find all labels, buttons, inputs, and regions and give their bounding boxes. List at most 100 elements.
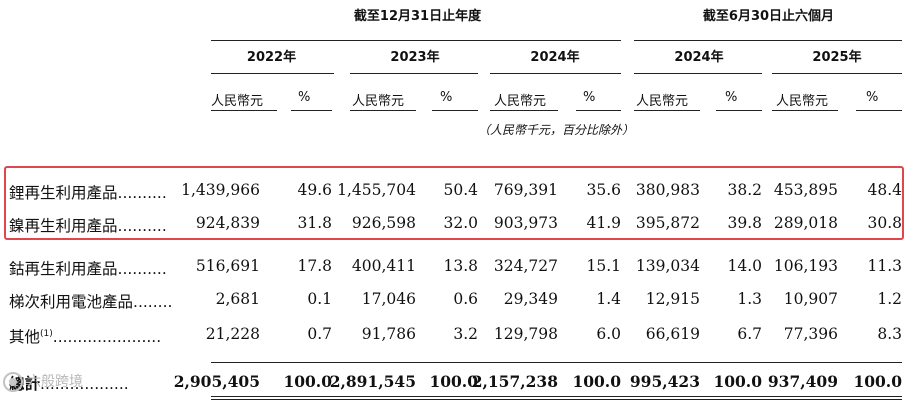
year-rule-2025-h1 <box>772 73 902 74</box>
table-cell: 400,411 <box>351 257 416 275</box>
table-cell: 100.0 <box>283 372 332 391</box>
table-cell: 41.9 <box>586 214 621 232</box>
table-cell: 106,193 <box>773 257 838 275</box>
table-cell: 14.0 <box>727 257 762 275</box>
table-cell: 1.2 <box>877 290 902 308</box>
table-cell: 380,983 <box>635 181 700 199</box>
header-year-2024: 2024年 <box>530 50 580 65</box>
year-rule-2022 <box>211 73 334 74</box>
col-header-pct-2025-h1: % <box>866 90 879 105</box>
col-header-currency-2023: 人民幣元 <box>352 94 405 109</box>
table-cell: 48.4 <box>867 181 902 199</box>
header-rule-annual <box>211 40 621 41</box>
unit-note: （人民幣千元，百分比除外） <box>478 123 635 137</box>
table-cell: 38.2 <box>727 181 762 199</box>
header-group-halfyear: 截至6月30日止六個月 <box>702 9 835 24</box>
table-cell: 2,157,238 <box>471 372 558 391</box>
table-cell: 11.3 <box>867 257 902 275</box>
table-cell: 17.8 <box>297 257 332 275</box>
sub-rule-c10 <box>856 110 902 111</box>
header-year-2024-h1: 2024年 <box>674 50 724 65</box>
year-rule-2024 <box>490 73 621 74</box>
table-cell: 139,034 <box>635 257 700 275</box>
col-header-pct-2023: % <box>440 90 453 105</box>
year-rule-2023 <box>350 73 478 74</box>
header-group-annual: 截至12月31日止年度 <box>353 9 482 24</box>
table-cell: 289,018 <box>773 214 838 232</box>
table-cell: 937,409 <box>767 372 838 391</box>
total-bottom-rule-1 <box>211 396 902 397</box>
table-cell: 39.8 <box>727 214 762 232</box>
col-header-currency-2024-h1: 人民幣元 <box>636 94 689 109</box>
table-cell: 12,915 <box>645 290 700 308</box>
sub-rule-c5 <box>490 110 558 111</box>
table-cell: 2,681 <box>215 290 260 308</box>
row-label-others: 其他(1)...................... <box>9 328 162 346</box>
table-cell: 21,228 <box>205 325 260 343</box>
row-label-cascade-battery: 梯次利用電池產品........ <box>9 293 173 311</box>
table-cell: 10,907 <box>783 290 838 308</box>
table-cell: 32.0 <box>443 214 478 232</box>
sub-rule-c9 <box>772 110 838 111</box>
col-header-currency-2025-h1: 人民幣元 <box>776 94 829 109</box>
highlight-box <box>4 166 904 240</box>
table-cell: 995,423 <box>629 372 700 391</box>
table-cell: 2,905,405 <box>173 372 260 391</box>
table-cell: 100.0 <box>429 372 478 391</box>
header-year-2023: 2023年 <box>390 50 440 65</box>
table-cell: 3.2 <box>453 325 478 343</box>
table-cell: 129,798 <box>493 325 558 343</box>
col-header-pct-2024-h1: % <box>725 90 738 105</box>
table-cell: 29,349 <box>503 290 558 308</box>
table-cell: 6.7 <box>737 325 762 343</box>
table-cell: 17,046 <box>361 290 416 308</box>
table-cell: 1.3 <box>737 290 762 308</box>
table-cell: 453,895 <box>773 181 838 199</box>
sub-rule-c4 <box>432 110 478 111</box>
table-cell: 516,691 <box>195 257 260 275</box>
watermark-logo-icon <box>3 372 23 392</box>
table-cell: 77,396 <box>783 325 838 343</box>
sub-rule-c3 <box>350 110 416 111</box>
table-cell: 66,619 <box>645 325 700 343</box>
header-year-2022: 2022年 <box>246 50 297 65</box>
sub-rule-c8 <box>716 110 762 111</box>
table-cell: 0.6 <box>453 290 478 308</box>
header-year-2025-h1: 2025年 <box>812 50 862 65</box>
col-header-pct-2022: % <box>298 90 311 105</box>
col-header-currency-2024: 人民幣元 <box>494 94 547 109</box>
table-cell: 2,891,545 <box>329 372 416 391</box>
table-cell: 30.8 <box>867 214 902 232</box>
table-cell: 395,872 <box>635 214 700 232</box>
table-cell: 769,391 <box>493 181 558 199</box>
col-header-pct-2024: % <box>583 90 596 105</box>
sub-rule-c2 <box>291 110 332 111</box>
table-cell: 31.8 <box>297 214 332 232</box>
table-cell: 13.8 <box>443 257 478 275</box>
row-label-cobalt: 鈷再生利用產品.......... <box>9 260 167 278</box>
table-cell: 0.1 <box>307 290 332 308</box>
table-cell: 0.7 <box>307 325 332 343</box>
table-cell: 50.4 <box>443 181 478 199</box>
header-rule-halfyear <box>634 40 902 41</box>
table-cell: 100.0 <box>572 372 621 391</box>
sub-rule-c1 <box>211 110 277 111</box>
sub-rule-c6 <box>576 110 621 111</box>
table-cell: 15.1 <box>586 257 621 275</box>
watermark: 六般跨境 <box>3 371 83 392</box>
table-cell: 903,973 <box>493 214 558 232</box>
total-top-rule <box>211 362 902 363</box>
table-cell: 6.0 <box>596 325 621 343</box>
table-cell: 1.4 <box>596 290 621 308</box>
row-label-lithium: 鋰再生利用產品.......... <box>9 184 167 202</box>
table-cell: 1,455,704 <box>337 181 416 199</box>
table-cell: 91,786 <box>361 325 416 343</box>
table-cell: 49.6 <box>297 181 332 199</box>
sub-rule-c7 <box>634 110 700 111</box>
row-label-nickel: 鎳再生利用產品.......... <box>9 217 167 235</box>
table-cell: 924,839 <box>195 214 260 232</box>
year-rule-2024-h1 <box>634 73 762 74</box>
total-bottom-rule-2 <box>211 399 902 400</box>
table-cell: 100.0 <box>853 372 902 391</box>
table-cell: 100.0 <box>713 372 762 391</box>
